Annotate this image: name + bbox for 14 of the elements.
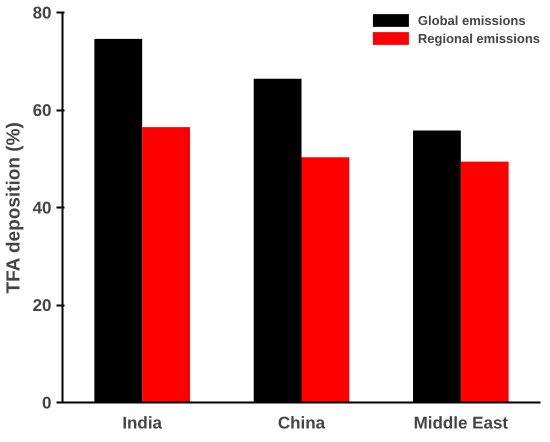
bar: [142, 127, 190, 402]
x-tick-label: Middle East: [414, 414, 508, 432]
y-tick-label: 60: [32, 101, 52, 120]
y-tick-label: 20: [32, 296, 52, 315]
bar: [460, 162, 509, 402]
x-tick-label: China: [278, 414, 326, 432]
bar: [302, 157, 350, 402]
x-tick-label: India: [122, 414, 163, 432]
y-tick-label: 40: [32, 198, 52, 218]
y-tick-label: 0: [42, 394, 52, 412]
legend-label: Regional emissions: [418, 30, 540, 46]
y-axis-title: TFA deposition (%): [4, 122, 25, 294]
y-tick-label: 80: [32, 4, 52, 22]
legend-label: Global emissions: [418, 12, 526, 28]
